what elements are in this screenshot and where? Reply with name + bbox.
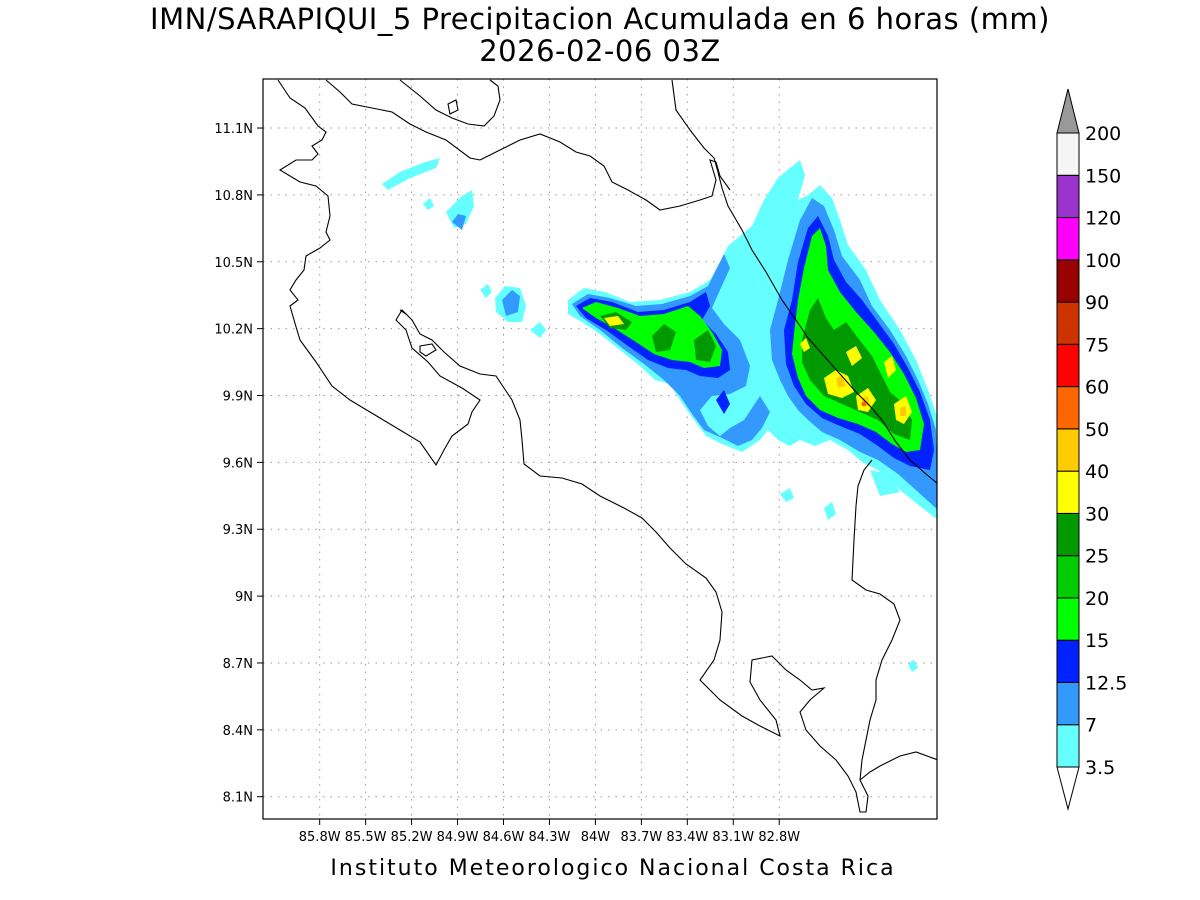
lon-tick-label: 83.1W	[712, 830, 754, 845]
colorbar-under-arrow	[1056, 766, 1080, 811]
lat-tick-label: 11.1N	[214, 122, 253, 137]
precip-core-orange	[836, 376, 846, 388]
colorbar-swatch	[1056, 724, 1080, 768]
lat-tick-label: 8.1N	[223, 791, 253, 806]
colorbar-level-label: 120	[1085, 208, 1121, 230]
map-frame	[262, 78, 938, 820]
map-datetime: 2026-02-06 03Z	[479, 34, 721, 68]
lon-tick-label: 85.8W	[299, 830, 341, 845]
lon-tick-label: 85.5W	[345, 830, 387, 845]
lon-tick-label: 84.9W	[437, 830, 479, 845]
precip-band-cyan	[382, 158, 440, 190]
coast-golfo-nicoya	[399, 309, 407, 315]
precip-band-cyan	[908, 660, 918, 672]
precipitation-field	[382, 158, 937, 672]
colorbar-swatch	[1056, 343, 1080, 388]
colorbar-level-label: 40	[1085, 461, 1109, 483]
precip-core-yellow	[846, 346, 862, 366]
lat-tick-label: 10.2N	[214, 323, 253, 338]
colorbar-level-label: 90	[1085, 292, 1109, 314]
lat-tick-label: 10.5N	[214, 256, 253, 271]
precip-band-darkgreen	[694, 330, 716, 362]
coastline-caribbean-cr	[671, 79, 937, 484]
precip-band-cyan	[480, 284, 492, 298]
precip-band-blue	[502, 290, 520, 316]
precip-band-darkgreen	[802, 298, 912, 440]
island-lake	[447, 99, 459, 115]
colorbar-swatch	[1056, 217, 1080, 261]
precip-band-cyan	[530, 322, 546, 338]
colorbar-swatch	[1056, 681, 1080, 726]
coastlines	[277, 79, 937, 813]
coastline-northern	[325, 79, 481, 161]
border-nicaragua	[479, 133, 731, 211]
lon-tick-label: 83.7W	[620, 830, 662, 845]
lat-tick-label: 9.6N	[223, 456, 253, 471]
colorbar-level-label: 50	[1085, 419, 1109, 441]
precip-band-darkgreen	[652, 324, 676, 352]
colorbar: 3.5 7 12.5 15 20 25 30 40 50 60 75 90 100 120 150 200	[1056, 88, 1127, 811]
coastline-caribbean-nicaragua	[277, 79, 937, 813]
colorbar-over-arrow	[1056, 88, 1080, 134]
colorbar-swatch	[1056, 259, 1080, 303]
precip-core-yellow	[800, 338, 810, 352]
colorbar-swatch	[1056, 512, 1080, 557]
lon-tick-label: 85.2W	[391, 830, 433, 845]
precip-core-red	[861, 401, 867, 407]
map-title: IMN/SARAPIQUI_5 Precipitacion Acumulada …	[150, 2, 1050, 36]
lon-tick-label: 84W	[581, 830, 611, 845]
colorbar-swatch	[1056, 555, 1080, 599]
colorbar-swatch	[1056, 428, 1080, 472]
colorbar-level-label: 60	[1085, 377, 1109, 399]
precip-core-yellow	[604, 316, 624, 326]
colorbar-swatch	[1056, 639, 1080, 683]
coastline-sanjuan-river	[399, 79, 501, 127]
lat-tick-label: 8.7N	[223, 657, 253, 672]
precip-band-cyan	[870, 470, 900, 496]
precip-core-orange	[900, 406, 906, 416]
lat-tick-label: 10.8N	[214, 189, 253, 204]
colorbar-swatch	[1056, 597, 1080, 641]
colorbar-level-label: 12.5	[1085, 672, 1127, 694]
colorbar-level-label: 20	[1085, 588, 1109, 610]
colorbar-swatch	[1056, 470, 1080, 514]
colorbar-level-label: 15	[1085, 630, 1109, 652]
lon-tick-label: 83.4W	[666, 830, 708, 845]
longitude-axis: 85.8W 85.5W 85.2W 84.9W 84.6W 84.3W 84W 83.7W 83…	[299, 819, 800, 845]
lat-tick-label: 8.4N	[223, 724, 253, 739]
colorbar-swatch	[1056, 301, 1080, 345]
border-panama	[851, 459, 901, 781]
colorbar-level-label: 100	[1085, 250, 1121, 272]
lat-tick-label: 9N	[235, 590, 253, 605]
lat-tick-label: 9.9N	[223, 390, 253, 405]
island-chira	[419, 343, 437, 357]
colorbar-swatch	[1056, 174, 1080, 219]
lat-tick-label: 9.3N	[223, 523, 253, 538]
precip-band-blue	[452, 214, 466, 230]
colorbar-level-label: 200	[1085, 123, 1121, 145]
map-grid	[263, 79, 937, 819]
lon-tick-label: 84.6W	[483, 830, 525, 845]
colorbar-level-label: 75	[1085, 334, 1109, 356]
colorbar-level-label: 3.5	[1085, 757, 1115, 779]
colorbar-swatch	[1056, 386, 1080, 430]
lon-tick-label: 82.8W	[758, 830, 800, 845]
colorbar-level-label: 30	[1085, 503, 1109, 525]
credit-text: Instituto Meteorologico Nacional Costa R…	[330, 856, 896, 881]
latitude-axis: 11.1N 10.8N 10.5N 10.2N 9.9N 9.6N 9.3N 9N 8.7N 8.…	[214, 122, 263, 806]
colorbar-swatch	[1056, 132, 1080, 176]
lon-tick-label: 84.3W	[529, 830, 571, 845]
precip-core-yellow	[884, 356, 896, 378]
precip-band-cyan	[446, 190, 474, 228]
colorbar-level-label: 150	[1085, 165, 1121, 187]
precip-band-cyan	[824, 502, 836, 520]
colorbar-level-label: 7	[1085, 715, 1097, 737]
precip-band-cyan	[423, 198, 434, 210]
precip-band-darkblue	[716, 390, 730, 414]
precip-band-cyan	[780, 488, 794, 502]
colorbar-level-label: 25	[1085, 546, 1109, 568]
